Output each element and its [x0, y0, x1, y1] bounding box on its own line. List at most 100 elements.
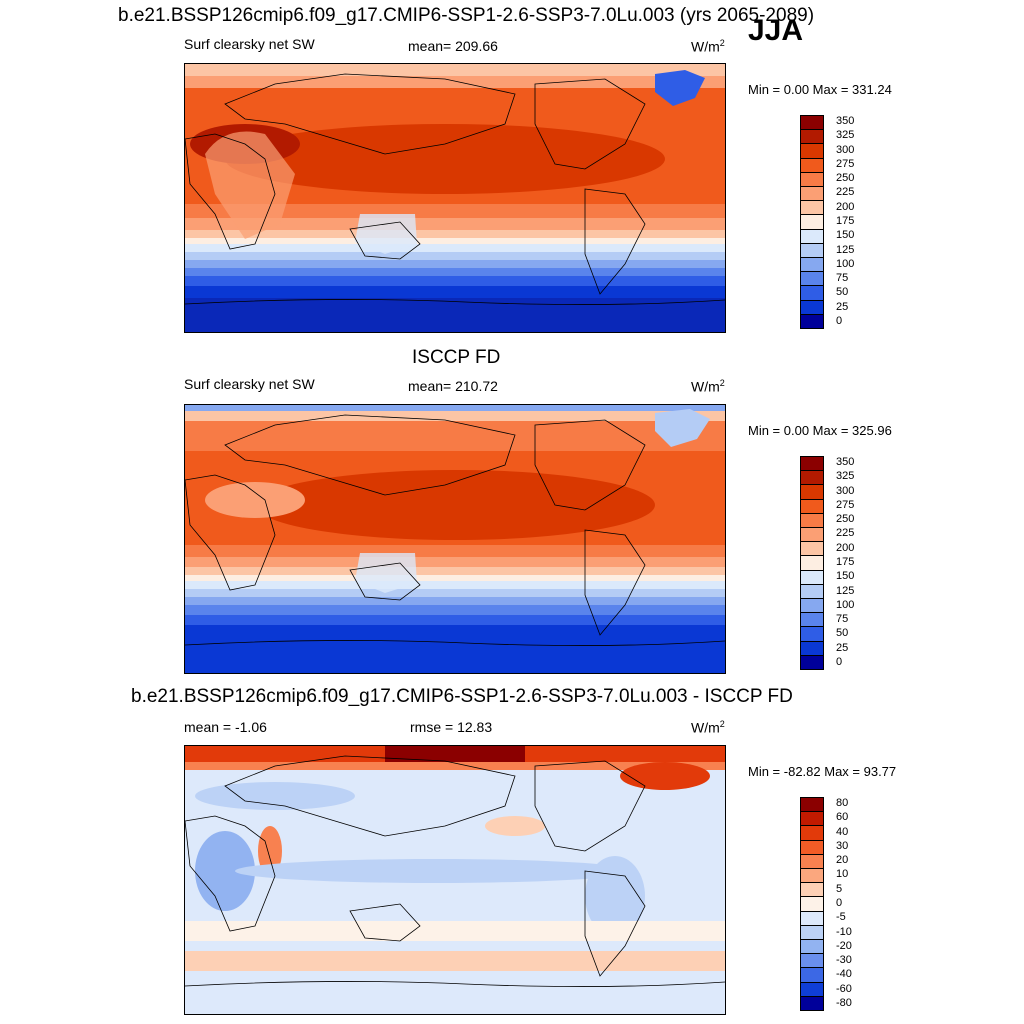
- colorbar-tick-label: 0: [836, 897, 843, 909]
- colorbar-tick-label: -30: [836, 954, 852, 967]
- colorbar-swatch: [801, 471, 823, 486]
- panel2-variable-label: Surf clearsky net SW: [184, 376, 315, 392]
- panel1-mean-label: mean= 209.66: [408, 38, 498, 54]
- colorbar-tick-label: 275: [836, 498, 855, 511]
- panel3-map: [184, 745, 726, 1015]
- colorbar-tick-label: 300: [836, 143, 855, 156]
- colorbar-swatch: [801, 130, 823, 145]
- colorbar-tick-label: 75: [836, 613, 849, 626]
- panel2-map: [184, 404, 726, 674]
- panel2-title: ISCCP FD: [412, 347, 501, 368]
- colorbar-swatch: [801, 300, 823, 315]
- colorbar-swatch: [801, 641, 823, 656]
- colorbar-tick-label: 150: [836, 229, 855, 242]
- colorbar-tick-label: 175: [836, 215, 855, 227]
- panel3-rmse-label: rmse = 12.83: [410, 719, 493, 735]
- colorbar-tick-label: -60: [836, 982, 852, 995]
- panel2-mean-label: mean= 210.72: [408, 378, 498, 394]
- colorbar-swatch: [801, 655, 823, 670]
- colorbar-tick-label: 25: [836, 300, 849, 313]
- colorbar-swatch: [801, 556, 823, 571]
- colorbar-tick-label: 25: [836, 641, 849, 654]
- colorbar-tick-label: 350: [836, 456, 855, 469]
- colorbar-swatch: [801, 854, 823, 870]
- colorbar-tick-label: -80: [836, 996, 852, 1009]
- colorbar-swatch: [801, 144, 823, 159]
- colorbar-swatch: [801, 968, 823, 983]
- colorbar-tick-label: 100: [836, 598, 855, 611]
- colorbar-swatch: [801, 542, 823, 557]
- colorbar-swatch: [801, 613, 823, 628]
- colorbar-swatch: [801, 840, 823, 855]
- colorbar-swatch: [801, 883, 823, 898]
- colorbar-swatch: [801, 314, 823, 329]
- colorbar-swatch: [801, 187, 823, 202]
- colorbar-swatch: [801, 215, 823, 230]
- colorbar-tick-label: 325: [836, 129, 855, 142]
- figure-title: b.e21.BSSP126cmip6.f09_g17.CMIP6-SSP1-2.…: [118, 5, 815, 26]
- colorbar-swatch: [801, 286, 823, 301]
- colorbar-swatch: [801, 869, 823, 884]
- colorbar-swatch: [801, 528, 823, 543]
- colorbar-tick-label: 10: [836, 868, 849, 881]
- panel1-map: [184, 63, 726, 333]
- colorbar-swatch: [801, 584, 823, 600]
- colorbar-swatch: [801, 258, 823, 273]
- colorbar-tick-label: 40: [836, 825, 849, 838]
- colorbar-swatch: [801, 627, 823, 642]
- colorbar-swatch: [801, 158, 823, 173]
- colorbar-tick-label: 0: [836, 655, 843, 668]
- colorbar-swatch: [801, 798, 823, 813]
- season-label: JJA: [748, 14, 804, 47]
- colorbar-tick-label: 325: [836, 470, 855, 483]
- colorbar-swatch: [801, 457, 823, 472]
- colorbar-tick-label: 125: [836, 243, 855, 256]
- colorbar-tick-label: 100: [836, 257, 855, 270]
- panel3-colorbar: [800, 797, 824, 1011]
- colorbar-tick-label: 300: [836, 484, 855, 497]
- colorbar-swatch: [801, 201, 823, 216]
- colorbar-swatch: [801, 485, 823, 500]
- colorbar-swatch: [801, 897, 823, 912]
- colorbar-swatch: [801, 599, 823, 614]
- colorbar-swatch: [801, 243, 823, 259]
- colorbar-swatch: [801, 940, 823, 955]
- colorbar-swatch: [801, 996, 823, 1011]
- colorbar-swatch: [801, 272, 823, 287]
- colorbar-swatch: [801, 172, 823, 188]
- colorbar-tick-label: 275: [836, 157, 855, 170]
- colorbar-tick-label: 30: [836, 839, 849, 852]
- panel1-minmax: Min = 0.00 Max = 331.24: [748, 82, 892, 97]
- colorbar-tick-label: 200: [836, 200, 855, 213]
- colorbar-tick-label: 350: [836, 115, 855, 128]
- colorbar-tick-label: 150: [836, 570, 855, 583]
- colorbar-swatch: [801, 229, 823, 244]
- colorbar-tick-label: -20: [836, 939, 852, 952]
- colorbar-swatch: [801, 982, 823, 997]
- colorbar-swatch: [801, 513, 823, 529]
- colorbar-tick-label: 225: [836, 186, 855, 199]
- colorbar-tick-label: 0: [836, 314, 843, 327]
- colorbar-tick-label: 60: [836, 811, 849, 824]
- colorbar-tick-label: 80: [836, 797, 849, 810]
- panel3-mean-label: mean = -1.06: [184, 719, 267, 735]
- panel3-title: b.e21.BSSP126cmip6.f09_g17.CMIP6-SSP1-2.…: [131, 686, 793, 707]
- panel2-units: W/m2: [691, 378, 725, 395]
- panel1-variable-label: Surf clearsky net SW: [184, 36, 315, 52]
- colorbar-tick-label: 50: [836, 627, 849, 640]
- colorbar-swatch: [801, 954, 823, 969]
- colorbar-swatch: [801, 925, 823, 941]
- colorbar-tick-label: 125: [836, 584, 855, 597]
- colorbar-swatch: [801, 499, 823, 514]
- colorbar-tick-label: 20: [836, 854, 849, 867]
- panel1-units: W/m2: [691, 38, 725, 55]
- colorbar-swatch: [801, 826, 823, 841]
- panel1-colorbar: [800, 115, 824, 329]
- colorbar-swatch: [801, 116, 823, 131]
- colorbar-tick-label: 200: [836, 541, 855, 554]
- colorbar-tick-label: 250: [836, 513, 855, 526]
- colorbar-swatch: [801, 812, 823, 827]
- panel2-minmax: Min = 0.00 Max = 325.96: [748, 423, 892, 438]
- colorbar-tick-label: -40: [836, 968, 852, 981]
- colorbar-swatch: [801, 911, 823, 926]
